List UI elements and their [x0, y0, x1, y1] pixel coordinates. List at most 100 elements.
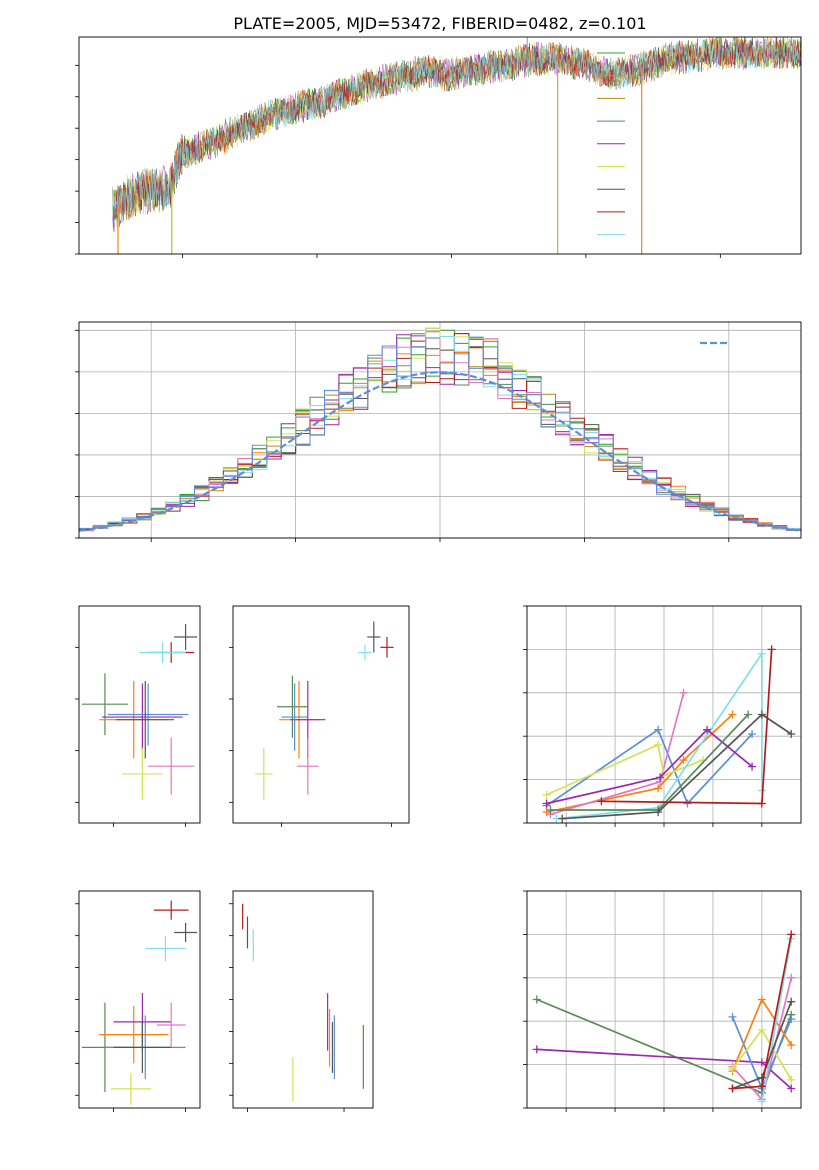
errorbar-point [153, 900, 189, 920]
plus-marker [679, 688, 688, 697]
plus-marker [757, 1073, 766, 1082]
spectrum-line-7 [112, 37, 801, 222]
plus-marker [757, 1058, 766, 1067]
plus-marker [748, 730, 757, 739]
errorbar-point [116, 680, 175, 759]
axes-frame [78, 321, 802, 539]
errorbars [255, 621, 394, 800]
errorbar-point [255, 748, 273, 800]
errorbar-point [110, 1072, 152, 1105]
histogram-series-9 [79, 337, 801, 532]
gaussian-curve [79, 371, 799, 532]
errorbars [81, 900, 198, 1105]
histograms [79, 327, 801, 533]
plus-marker [542, 790, 551, 799]
axes-spectrum [75, 36, 802, 258]
errorbar-point [107, 683, 189, 746]
plus-marker [654, 725, 663, 734]
plus-marker [679, 756, 688, 765]
errorbar-point [156, 1002, 186, 1048]
mass-weight-lines [532, 930, 796, 1106]
errorbar-point [281, 683, 308, 751]
plus-marker [787, 1075, 796, 1084]
axes-frame [232, 605, 410, 824]
errorbar-point [296, 737, 319, 795]
plus-marker [728, 1084, 737, 1093]
errorbars [81, 624, 198, 800]
plus-marker [728, 710, 737, 719]
plus-marker [744, 710, 753, 719]
plus-marker [654, 808, 663, 817]
axes-age-vs-Z [75, 605, 201, 827]
errorbar-point [380, 637, 394, 658]
axes-frame [526, 890, 802, 1109]
plus-marker [748, 762, 757, 771]
mass-weight-series-1 [546, 713, 734, 813]
plus-marker [558, 814, 567, 823]
plus-marker [654, 784, 663, 793]
errorbar-point [139, 642, 186, 663]
axes-residuals [75, 321, 802, 542]
spectrum-line-3 [112, 37, 801, 224]
errorbar-point [99, 1005, 169, 1064]
mass-weight-series-6 [761, 938, 793, 1102]
plus-marker [757, 649, 766, 658]
axes-frame [78, 36, 802, 255]
plus-marker [787, 997, 796, 1006]
spectrum-lines [112, 37, 801, 254]
mass-weight-lines [542, 645, 796, 823]
errorbar-point [277, 675, 308, 738]
errorbar-point [102, 683, 183, 751]
errorbar-point [174, 922, 198, 943]
axes-mass-vs-ebv [229, 890, 374, 1112]
plus-marker [546, 805, 555, 814]
plus-marker [757, 1097, 766, 1106]
figure-title: PLATE=2005, MJD=53472, FIBERID=0482, z=0… [233, 14, 646, 33]
errorbar-point [113, 1021, 172, 1073]
axes-mass-vs-Z [75, 890, 201, 1112]
errorbars [242, 903, 364, 1102]
plus-marker [767, 645, 776, 654]
plus-marker [728, 1064, 737, 1073]
axes-massweight-vs-age [523, 605, 802, 827]
axes-massweight-vs-Z [523, 890, 802, 1112]
plus-marker [787, 930, 796, 939]
plus-marker [532, 1045, 541, 1054]
plus-marker [532, 995, 541, 1004]
plus-marker [542, 799, 551, 808]
plus-marker [757, 710, 766, 719]
spectrum-line-8 [112, 37, 801, 224]
mass-weight-series-0 [546, 728, 753, 807]
plus-marker [656, 773, 665, 782]
plus-marker [787, 1015, 796, 1024]
plus-marker [703, 725, 712, 734]
plus-marker [654, 740, 663, 749]
axes-frame [232, 890, 374, 1109]
plus-marker [787, 1041, 796, 1050]
errorbar-point [174, 624, 198, 650]
plus-marker [597, 797, 606, 806]
errorbar-point [81, 673, 128, 736]
plus-marker [787, 1084, 796, 1093]
errorbar-point [148, 737, 195, 795]
plus-marker [728, 1012, 737, 1021]
axes-frame [78, 890, 201, 1109]
mass-weight-series-4 [556, 650, 763, 820]
plus-marker [757, 799, 766, 808]
errorbar-point [145, 935, 186, 962]
legend [597, 52, 625, 236]
plus-marker [787, 973, 796, 982]
mass-weight-series-5 [546, 728, 753, 805]
plus-marker [757, 1025, 766, 1034]
plus-marker [787, 730, 796, 739]
mass-weight-series-3 [546, 743, 704, 796]
histogram-series-10 [79, 341, 801, 532]
plus-marker [757, 995, 766, 1004]
axes-frame [526, 605, 802, 824]
axes-frame [78, 605, 201, 824]
plus-marker [683, 799, 692, 808]
errorbar-point [367, 621, 381, 653]
errorbar-point [122, 748, 163, 800]
mass-weight-series-7 [562, 713, 792, 820]
